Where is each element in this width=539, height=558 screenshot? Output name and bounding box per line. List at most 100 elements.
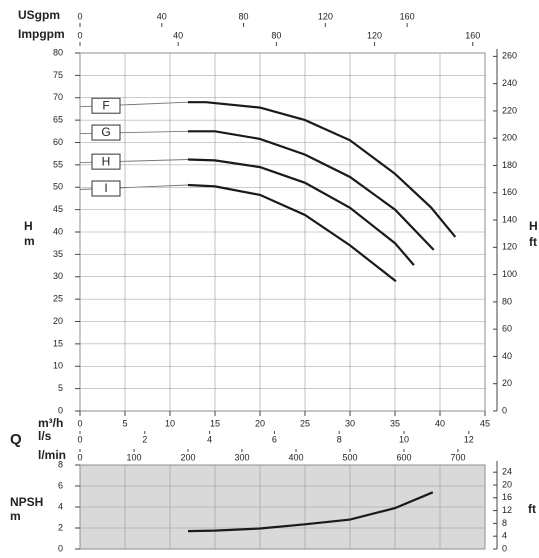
axis-label: USgpm	[18, 8, 60, 22]
x-tick-label: 20	[255, 418, 265, 428]
x2-tick-label: 8	[337, 434, 342, 444]
curve-label: H	[102, 154, 111, 168]
x-tick-label: 25	[300, 418, 310, 428]
y2-tick-label: 4	[502, 531, 507, 541]
y2-tick-label: 60	[502, 324, 512, 334]
y-tick-label: 40	[53, 226, 63, 236]
y-tick-label: 20	[53, 316, 63, 326]
curve	[188, 101, 457, 238]
x-tick-label: 45	[480, 418, 490, 428]
x2-tick-label: 2	[142, 434, 147, 444]
y-tick-label: 45	[53, 204, 63, 214]
x2-tick-label: 80	[271, 30, 281, 40]
x2-tick-label: 10	[399, 434, 409, 444]
x2-tick-label: 0	[77, 452, 82, 462]
y2-tick-label: 12	[502, 505, 512, 515]
y2-tick-label: 0	[502, 543, 507, 553]
x2-tick-label: 6	[272, 434, 277, 444]
curve	[187, 491, 434, 533]
curve	[188, 130, 435, 251]
curve-label-box	[91, 153, 121, 170]
axis-label: l/s	[38, 429, 52, 443]
x2-tick-label: 40	[157, 11, 167, 21]
y-tick-label: 60	[53, 137, 63, 147]
x2-tick-label: 120	[367, 30, 382, 40]
y-tick-label: 6	[58, 480, 63, 490]
y2-tick-label: 80	[502, 296, 512, 306]
y-axis-label: NPSH	[10, 495, 43, 509]
y-tick-label: 65	[53, 115, 63, 125]
y2-tick-label: 200	[502, 133, 517, 143]
x-tick-label: 40	[435, 418, 445, 428]
y-axis-label: m	[24, 234, 35, 248]
y2-axis-label: ft	[528, 502, 536, 516]
y-tick-label: 30	[53, 271, 63, 281]
y2-axis-label: H	[529, 219, 538, 233]
y2-tick-label: 240	[502, 78, 517, 88]
y2-tick-label: 0	[502, 405, 507, 415]
y-tick-label: 70	[53, 92, 63, 102]
x2-tick-label: 4	[207, 434, 212, 444]
x2-tick-label: 0	[77, 30, 82, 40]
x2-tick-label: 500	[342, 452, 357, 462]
x-tick-label: 5	[122, 418, 127, 428]
y-tick-label: 4	[58, 501, 63, 511]
y2-tick-label: 40	[502, 351, 512, 361]
y-tick-label: 35	[53, 249, 63, 259]
x2-tick-label: 700	[450, 452, 465, 462]
y2-tick-label: 260	[502, 51, 517, 61]
x2-tick-label: 600	[396, 452, 411, 462]
y-tick-label: 55	[53, 159, 63, 169]
y-tick-label: 8	[58, 459, 63, 469]
y-tick-label: 0	[58, 405, 63, 415]
x2-tick-label: 200	[180, 452, 195, 462]
y2-tick-label: 160	[502, 187, 517, 197]
curve	[187, 183, 397, 283]
y2-tick-label: 16	[502, 492, 512, 502]
y-tick-label: 50	[53, 182, 63, 192]
curve-label: I	[104, 181, 107, 195]
curve-label-box	[91, 97, 121, 114]
x2-tick-label: 120	[318, 11, 333, 21]
axis-label: Impgpm	[18, 27, 65, 41]
axis-label: l/min	[38, 448, 66, 462]
y-axis-label: H	[24, 219, 33, 233]
axis-label: Q	[10, 431, 22, 448]
x2-tick-label: 100	[126, 452, 141, 462]
y-tick-label: 75	[53, 70, 63, 80]
y-tick-label: 0	[58, 543, 63, 553]
y2-tick-label: 120	[502, 242, 517, 252]
y2-tick-label: 180	[502, 160, 517, 170]
curve-label-box	[91, 124, 121, 141]
curve-label-box	[91, 180, 121, 197]
y2-axis-label: ft	[529, 235, 537, 249]
x-tick-label: 10	[165, 418, 175, 428]
y2-tick-label: 100	[502, 269, 517, 279]
y-tick-label: 15	[53, 338, 63, 348]
axis-label: m³/h	[38, 416, 63, 430]
y2-tick-label: 24	[502, 467, 512, 477]
y2-tick-label: 140	[502, 214, 517, 224]
y2-tick-label: 20	[502, 378, 512, 388]
y-tick-label: 2	[58, 522, 63, 532]
x2-tick-label: 12	[464, 434, 474, 444]
x-tick-label: 35	[390, 418, 400, 428]
x-tick-label: 15	[210, 418, 220, 428]
x2-tick-label: 400	[288, 452, 303, 462]
y-tick-label: 80	[53, 47, 63, 57]
y-tick-label: 25	[53, 294, 63, 304]
x2-tick-label: 300	[234, 452, 249, 462]
y-tick-label: 10	[53, 361, 63, 371]
x2-tick-label: 160	[400, 11, 415, 21]
y2-tick-label: 8	[502, 518, 507, 528]
x2-tick-label: 0	[77, 434, 82, 444]
y-axis-label: m	[10, 509, 21, 523]
x2-tick-label: 0	[77, 11, 82, 21]
curve-label: G	[101, 125, 110, 139]
x2-tick-label: 160	[465, 30, 480, 40]
x-tick-label: 30	[345, 418, 355, 428]
curve-label: F	[102, 98, 109, 112]
x-tick-label: 0	[77, 418, 82, 428]
